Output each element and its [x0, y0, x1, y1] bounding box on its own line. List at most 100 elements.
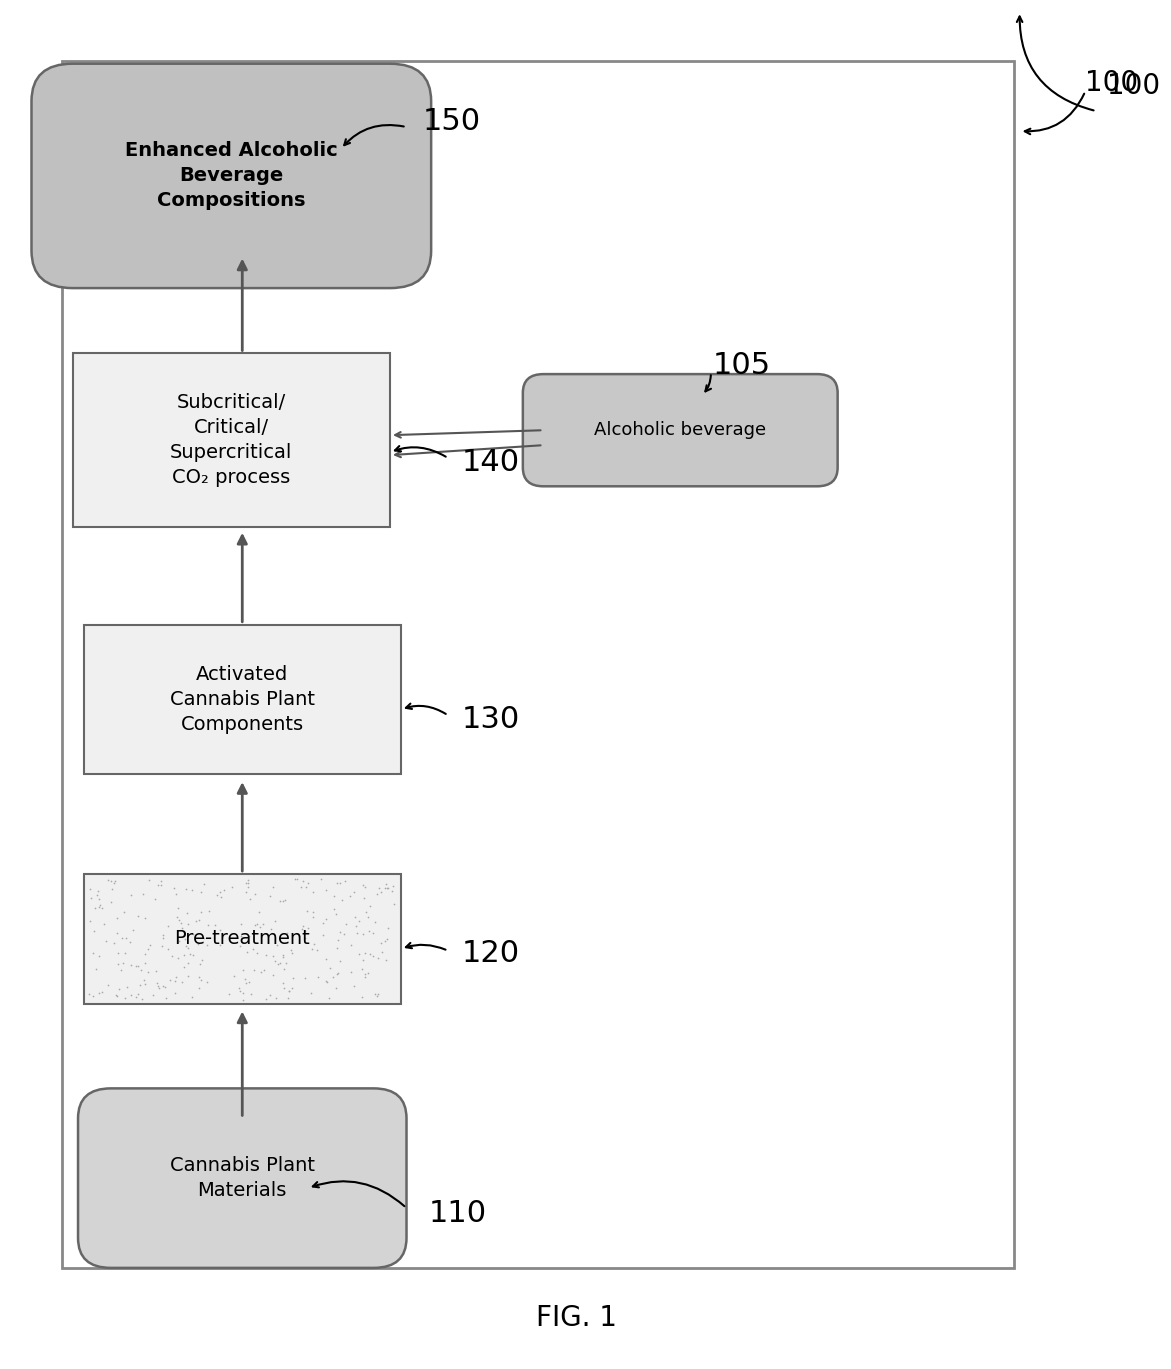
Point [349, 909, 368, 931]
Point [378, 928, 397, 950]
Point [153, 975, 172, 997]
Point [194, 873, 213, 895]
Point [211, 919, 230, 941]
Point [267, 934, 286, 956]
Point [165, 878, 184, 899]
Point [274, 946, 293, 968]
Point [237, 882, 255, 904]
Point [112, 958, 131, 980]
Point [116, 942, 135, 964]
Point [336, 871, 355, 893]
Point [139, 961, 158, 983]
Point [274, 943, 293, 965]
Point [178, 953, 197, 975]
Point [141, 935, 159, 957]
Point [244, 938, 262, 960]
Point [261, 984, 280, 1006]
Point [242, 983, 261, 1005]
Point [370, 878, 389, 899]
Text: Enhanced Alcoholic
Beverage
Compositions: Enhanced Alcoholic Beverage Compositions [125, 141, 337, 211]
Point [278, 931, 296, 953]
Point [166, 967, 185, 988]
Point [280, 980, 299, 1002]
Point [96, 930, 115, 951]
Point [148, 960, 166, 982]
Point [295, 967, 314, 988]
Point [317, 879, 336, 901]
Point [177, 878, 196, 899]
Point [254, 958, 273, 980]
Point [331, 921, 350, 943]
Point [314, 912, 333, 934]
Point [328, 964, 347, 986]
Point [361, 895, 379, 917]
Point [95, 913, 114, 935]
Point [211, 880, 230, 902]
Point [288, 868, 307, 890]
Point [90, 945, 109, 967]
Text: Activated
Cannabis Plant
Components: Activated Cannabis Plant Components [170, 665, 315, 734]
Point [354, 923, 372, 945]
Point [200, 901, 219, 923]
Point [309, 965, 328, 987]
Text: 100: 100 [1086, 70, 1138, 97]
Point [294, 914, 313, 936]
Point [232, 924, 251, 946]
Point [179, 913, 198, 935]
Point [192, 969, 211, 991]
Point [289, 924, 308, 946]
Point [169, 947, 187, 969]
Point [303, 882, 322, 904]
Point [240, 888, 259, 910]
Point [172, 917, 191, 939]
Point [329, 962, 348, 984]
Point [292, 917, 310, 939]
Point [377, 872, 396, 894]
Point [230, 977, 248, 999]
Point [368, 984, 386, 1006]
Point [165, 971, 184, 993]
Point [295, 927, 314, 949]
Point [183, 879, 201, 901]
Point [335, 923, 354, 945]
Point [104, 932, 123, 954]
Point [364, 923, 383, 945]
Point [88, 884, 107, 906]
Point [341, 934, 359, 956]
Point [174, 945, 193, 967]
Point [326, 884, 344, 906]
Point [345, 906, 364, 928]
Point [152, 935, 171, 957]
Point [261, 886, 280, 908]
Point [193, 949, 212, 971]
Point [129, 983, 148, 1005]
Point [254, 913, 273, 935]
Point [199, 914, 218, 936]
Point [136, 943, 155, 965]
Point [132, 988, 151, 1010]
Point [361, 943, 379, 965]
Point [271, 951, 289, 973]
Point [266, 910, 285, 932]
Point [317, 971, 336, 993]
Point [377, 949, 396, 971]
Point [214, 879, 233, 901]
Point [295, 920, 314, 942]
Point [170, 931, 189, 953]
Point [114, 951, 132, 973]
Point [369, 983, 388, 1005]
Point [330, 950, 349, 972]
Point [133, 883, 152, 905]
Point [276, 951, 295, 973]
Text: 140: 140 [461, 448, 520, 476]
Point [320, 987, 338, 1009]
Point [109, 942, 128, 964]
Point [126, 956, 145, 977]
Point [296, 876, 315, 898]
Point [83, 986, 102, 1008]
Point [292, 876, 310, 898]
Point [299, 917, 317, 939]
Point [122, 883, 141, 905]
Point [108, 923, 126, 945]
Point [156, 976, 174, 998]
